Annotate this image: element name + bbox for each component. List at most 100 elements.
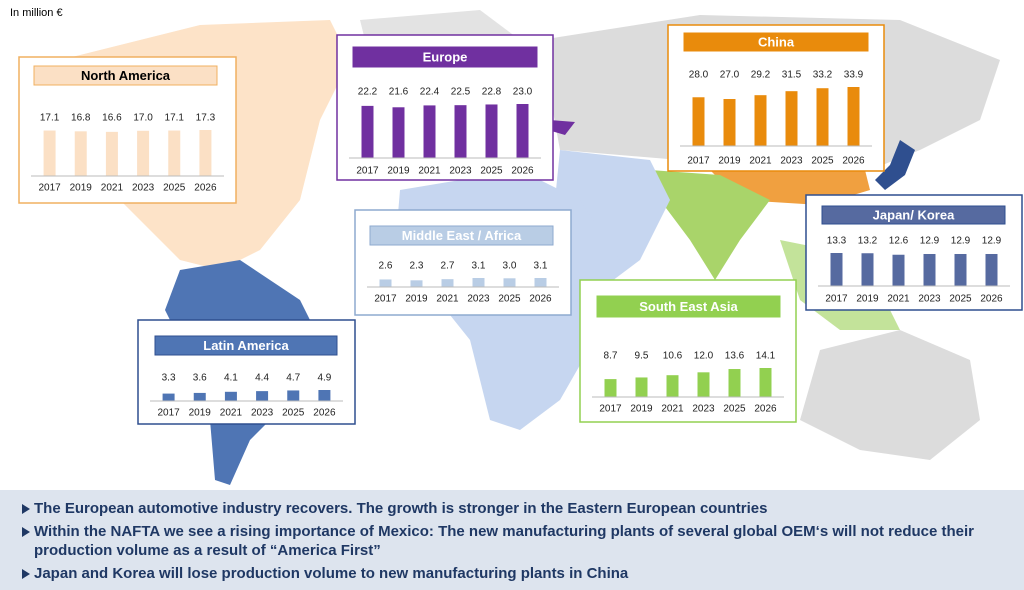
- x-tick-label: 2026: [754, 404, 777, 415]
- panel-title-bg: [369, 225, 554, 246]
- value-label: 3.0: [503, 261, 517, 272]
- value-label: 4.9: [317, 373, 331, 384]
- bar: [830, 253, 843, 286]
- value-label: 29.2: [751, 70, 771, 81]
- x-tick-label: 2023: [467, 294, 490, 305]
- x-tick-label: 2023: [918, 294, 941, 305]
- bar: [472, 278, 485, 287]
- x-tick-label: 2019: [189, 408, 212, 419]
- bar: [985, 253, 998, 286]
- value-label: 22.5: [451, 87, 471, 98]
- bar: [454, 105, 467, 158]
- x-tick-label: 2025: [811, 156, 834, 167]
- value-label: 17.1: [165, 113, 185, 124]
- value-label: 17.0: [133, 113, 153, 124]
- bar: [534, 278, 547, 287]
- bar: [954, 253, 967, 286]
- panel-title: Latin America: [203, 338, 289, 353]
- x-tick-label: 2019: [718, 156, 741, 167]
- bar: [635, 377, 648, 397]
- value-label: 3.6: [193, 373, 207, 384]
- x-tick-label: 2019: [70, 183, 93, 194]
- value-label: 12.6: [889, 236, 909, 247]
- panel-title: Europe: [423, 49, 468, 64]
- value-label: 12.9: [982, 236, 1002, 247]
- value-label: 12.9: [951, 236, 971, 247]
- x-tick-label: 2019: [630, 404, 653, 415]
- bar: [861, 253, 874, 286]
- x-tick-label: 2017: [38, 183, 61, 194]
- value-label: 22.2: [358, 87, 378, 98]
- x-tick-label: 2026: [511, 166, 534, 177]
- bar: [287, 390, 300, 401]
- bar: [666, 375, 679, 397]
- bar: [199, 130, 212, 176]
- bar: [728, 369, 741, 397]
- value-label: 2.6: [379, 261, 393, 272]
- x-tick-label: 2025: [498, 294, 521, 305]
- bar: [516, 104, 529, 158]
- value-label: 23.0: [513, 87, 533, 98]
- value-label: 17.3: [196, 113, 216, 124]
- x-tick-label: 2025: [282, 408, 305, 419]
- value-label: 13.3: [827, 236, 847, 247]
- bullet: The European automotive industry recover…: [20, 499, 1010, 518]
- x-tick-label: 2026: [980, 294, 1003, 305]
- panel-title: Japan/ Korea: [873, 207, 955, 222]
- value-label: 12.9: [920, 236, 940, 247]
- x-tick-label: 2019: [856, 294, 879, 305]
- bar: [43, 130, 56, 176]
- value-label: 2.7: [441, 261, 455, 272]
- x-tick-label: 2021: [887, 294, 910, 305]
- value-label: 28.0: [689, 70, 709, 81]
- x-tick-label: 2017: [374, 294, 397, 305]
- bar: [692, 97, 705, 146]
- panel-title: Middle East / Africa: [402, 228, 522, 243]
- panel-title-bg: [821, 205, 1006, 225]
- bar: [224, 391, 237, 401]
- x-tick-label: 2025: [163, 183, 186, 194]
- value-label: 12.0: [694, 351, 714, 362]
- x-tick-label: 2021: [749, 156, 772, 167]
- panel-title-bg: [683, 32, 869, 52]
- x-tick-label: 2021: [418, 166, 441, 177]
- bar: [816, 88, 829, 146]
- bar: [361, 105, 374, 158]
- value-label: 16.6: [102, 113, 122, 124]
- bar: [318, 390, 331, 401]
- bullet-text: Japan and Korea will lose production vol…: [34, 565, 629, 582]
- x-tick-label: 2026: [313, 408, 336, 419]
- x-tick-label: 2017: [825, 294, 848, 305]
- value-label: 4.4: [255, 373, 269, 384]
- x-tick-label: 2025: [723, 404, 746, 415]
- panel-title: China: [758, 34, 795, 49]
- panel-title: North America: [81, 68, 171, 83]
- bar: [754, 95, 767, 146]
- bar: [923, 253, 936, 286]
- x-tick-label: 2017: [356, 166, 379, 177]
- value-label: 9.5: [635, 351, 649, 362]
- land-australia: [800, 330, 980, 460]
- bar: [892, 254, 905, 286]
- bar: [410, 280, 423, 287]
- bullet-arrow: [22, 504, 30, 514]
- bar: [74, 131, 87, 176]
- bullet-arrow: [22, 527, 30, 537]
- x-tick-label: 2021: [436, 294, 459, 305]
- value-label: 27.0: [720, 70, 740, 81]
- x-tick-label: 2019: [405, 294, 428, 305]
- bar: [604, 379, 617, 397]
- bar: [723, 99, 736, 146]
- value-label: 22.4: [420, 87, 440, 98]
- x-tick-label: 2023: [132, 183, 155, 194]
- x-tick-label: 2019: [387, 166, 410, 177]
- bar: [105, 131, 118, 176]
- bar: [785, 91, 798, 146]
- value-label: 14.1: [756, 351, 776, 362]
- value-label: 33.2: [813, 70, 833, 81]
- land-japan: [875, 140, 915, 190]
- value-label: 8.7: [604, 351, 618, 362]
- bar: [137, 130, 150, 176]
- value-label: 3.1: [534, 261, 548, 272]
- bar: [392, 107, 405, 158]
